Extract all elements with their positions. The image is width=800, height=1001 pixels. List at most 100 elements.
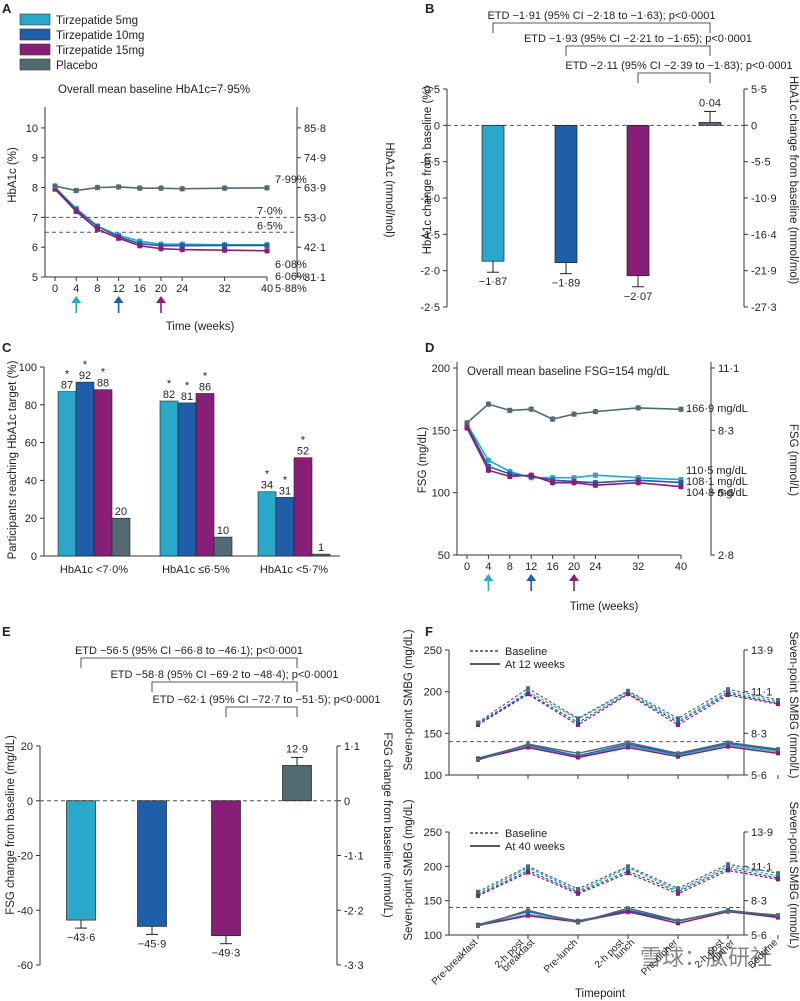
left-tick-label: -40 — [17, 905, 33, 917]
x-tick-label: 24 — [176, 283, 188, 295]
panel-e: E FSG change from baseline (mg/dL) FSG c… — [2, 624, 393, 972]
etd-label: ETD −1·91 (95% CI −2·18 to −1·63); p<0·0… — [487, 10, 715, 22]
right-tick-label: 5·6 — [718, 488, 734, 500]
right-tick-label: 13·9 — [751, 645, 773, 657]
significance-star: * — [301, 435, 306, 447]
data-point — [592, 482, 598, 488]
right-tick-label: 53·0 — [304, 212, 326, 224]
y-tick-label: 100 — [19, 362, 37, 374]
followup-point — [576, 751, 580, 756]
data-point — [137, 185, 143, 191]
left-tick-label: 50 — [438, 550, 450, 562]
series-end-label: 108·1 mg/dL — [686, 476, 748, 488]
baseline-point — [576, 716, 580, 721]
data-point — [264, 248, 270, 254]
baseline-point — [676, 723, 680, 727]
significance-star: * — [283, 474, 288, 486]
bar — [257, 491, 277, 557]
x-tick-label: 8 — [507, 561, 513, 573]
x-tick-label: 16 — [134, 283, 146, 295]
followup-point — [576, 755, 580, 760]
x-tick-label: Pre-lunch — [542, 937, 580, 975]
bar-value-label: −2·07 — [624, 291, 652, 303]
dose-arrow-head — [483, 574, 494, 581]
panel-d-ylabel-left: FSG (mg/dL) — [417, 427, 429, 494]
panel-d-letter: D — [425, 340, 434, 355]
x-tick-label: 24 — [589, 561, 601, 573]
significance-star: * — [203, 370, 208, 382]
data-point — [528, 406, 534, 412]
baseline-point — [476, 893, 480, 898]
data-point — [678, 484, 684, 490]
x-tick-label: 32 — [218, 283, 230, 295]
followup-point — [776, 915, 780, 920]
series-line — [466, 423, 682, 481]
etd-label: ETD −58·8 (95% CI −69·2 to −48·4); p<0·0… — [110, 669, 338, 681]
data-point — [550, 480, 556, 486]
y-tick-label: 0 — [31, 551, 37, 563]
left-tick-label: 5 — [32, 272, 38, 284]
panel-a-xlabel: Time (weeks) — [166, 321, 235, 333]
right-tick-label: -2·2 — [344, 905, 364, 917]
baseline-point — [726, 866, 730, 871]
data-point — [592, 409, 598, 415]
left-tick-label: 100 — [432, 488, 450, 500]
baseline-point — [726, 864, 730, 869]
baseline-point — [576, 886, 580, 891]
data-point — [571, 411, 577, 417]
baseline-point — [576, 891, 580, 896]
reference-label: 6·5% — [257, 220, 283, 232]
followup-point — [626, 906, 630, 911]
bar-value-label: 0·04 — [699, 97, 721, 109]
followup-point — [626, 745, 630, 750]
baseline-point — [476, 723, 480, 727]
followup-point — [676, 921, 680, 926]
data-point — [507, 407, 513, 413]
panel-d-title: Overall mean baseline FSG=154 mg/dL — [467, 366, 670, 378]
left-tick-label: 200 — [424, 861, 442, 873]
etd-bracket — [565, 45, 711, 56]
baseline-point — [626, 869, 630, 874]
legend-baseline-label: Baseline — [505, 828, 547, 840]
baseline-point — [576, 720, 580, 725]
panel-f-ylabel-right-bottom: Seven-point SMBG (mmol/L) — [787, 802, 799, 949]
followup-point — [676, 751, 680, 756]
data-point — [485, 463, 491, 469]
x-tick-label: 4 — [73, 283, 79, 295]
etd-bracket — [151, 681, 298, 692]
etd-label: ETD −2·11 (95% CI −2·39 to −1·83); p<0·0… — [565, 60, 792, 72]
significance-star: * — [265, 469, 270, 481]
right-tick-label: 0 — [751, 120, 757, 132]
legend-a-swatch — [19, 28, 51, 41]
panel-d-ylabel-right: FSG (mmol/L) — [787, 424, 799, 496]
bar-value-label: 87 — [61, 380, 73, 392]
bar-value-label: 81 — [181, 391, 193, 403]
panel-c-letter: C — [2, 340, 12, 355]
panel-c-ylabel: Participants reaching HbA1c target (%) — [7, 360, 19, 559]
series-end-label: 166·9 mg/dL — [686, 403, 748, 415]
bar — [481, 124, 505, 262]
right-tick-label: 0 — [344, 796, 350, 808]
data-point — [158, 185, 164, 191]
bar-value-label: 92 — [79, 370, 91, 382]
data-point — [52, 183, 58, 189]
x-tick-label: 20 — [155, 283, 167, 295]
right-tick-label: 31·1 — [304, 272, 326, 284]
bar-value-label: −49·3 — [212, 948, 240, 960]
data-point — [73, 208, 79, 214]
right-tick-label: 8·3 — [751, 728, 767, 740]
baseline-point — [776, 871, 780, 876]
left-tick-label: 150 — [424, 896, 442, 908]
right-tick-label: 5·5 — [751, 84, 767, 96]
left-tick-label: -20 — [17, 851, 33, 863]
significance-star: * — [167, 378, 172, 390]
panel-b-ylabel-right: HbA1c change from baseline (mmol/mol) — [787, 76, 799, 285]
right-tick-label: -27·3 — [751, 302, 777, 314]
followup-point — [476, 758, 480, 762]
bar-value-label: 10 — [217, 525, 229, 537]
panel-f-ylabel-right-top: Seven-point SMBG (mmol/L) — [787, 632, 799, 779]
data-point — [179, 243, 185, 249]
data-point — [94, 226, 100, 232]
followup-point — [726, 740, 730, 745]
dose-arrow-head — [113, 296, 124, 303]
